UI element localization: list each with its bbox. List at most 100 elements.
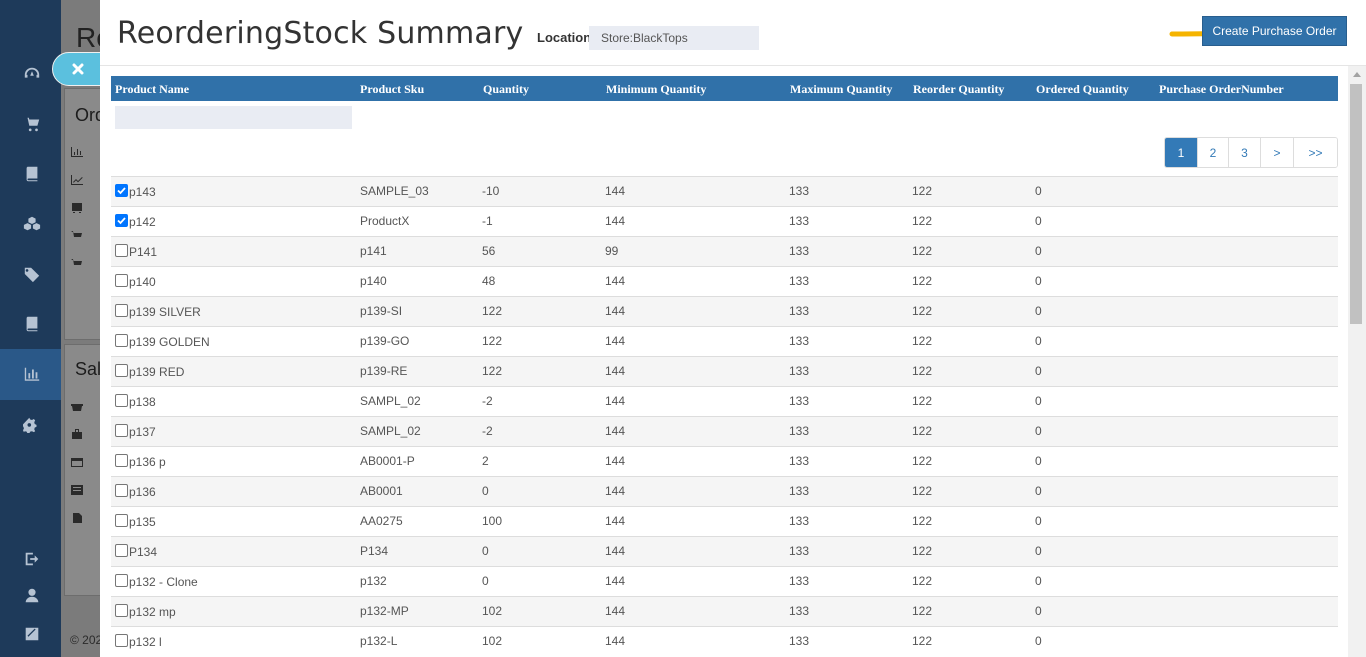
ordered-quantity-cell: 0 — [1035, 634, 1042, 648]
tags-icon[interactable] — [22, 264, 42, 284]
background-card — [64, 344, 104, 596]
product-name-cell: p137 — [115, 424, 156, 439]
row-checkbox[interactable] — [115, 394, 128, 407]
product-name-text: p132 l — [129, 635, 162, 649]
row-checkbox[interactable] — [115, 454, 128, 467]
book-icon[interactable] — [22, 164, 42, 184]
row-checkbox[interactable] — [115, 514, 128, 527]
product-name-text: p136 — [129, 485, 156, 499]
quantity-cell: 0 — [482, 574, 489, 588]
quantity-cell: 0 — [482, 544, 489, 558]
reorder-quantity-cell: 122 — [912, 634, 933, 648]
min-quantity-cell: 144 — [605, 184, 626, 198]
ordered-quantity-cell: 0 — [1035, 394, 1042, 408]
ordered-quantity-cell: 0 — [1035, 514, 1042, 528]
column-header-po-number[interactable]: Purchase OrderNumber — [1159, 82, 1284, 96]
leaf-icon[interactable] — [22, 624, 42, 644]
max-quantity-cell: 133 — [789, 454, 810, 468]
table-row: p136 p AB0001-P 2 144 133 122 0 — [111, 446, 1338, 476]
row-checkbox[interactable] — [115, 574, 128, 587]
max-quantity-cell: 133 — [789, 514, 810, 528]
reorder-quantity-cell: 122 — [912, 304, 933, 318]
product-name-filter-input[interactable] — [115, 106, 352, 129]
checkmark-icon — [117, 217, 126, 225]
row-checkbox[interactable] — [115, 364, 128, 377]
user-icon[interactable] — [22, 585, 42, 605]
bar-chart-icon[interactable] — [22, 364, 42, 384]
table-row: p136 AB0001 0 144 133 122 0 — [111, 476, 1338, 506]
product-name-cell: p138 — [115, 394, 156, 409]
product-sku-cell: p140 — [360, 274, 387, 288]
scrollbar-thumb[interactable] — [1350, 84, 1362, 324]
product-name-cell: p139 RED — [115, 364, 184, 379]
product-name-text: p137 — [129, 425, 156, 439]
max-quantity-cell: 133 — [789, 604, 810, 618]
row-checkbox[interactable] — [115, 424, 128, 437]
column-header-product-name[interactable]: Product Name — [115, 82, 190, 96]
logout-icon[interactable] — [22, 549, 42, 569]
row-checkbox[interactable] — [115, 604, 128, 617]
max-quantity-cell: 133 — [789, 364, 810, 378]
ordered-quantity-cell: 0 — [1035, 304, 1042, 318]
vertical-scrollbar[interactable] — [1348, 66, 1366, 657]
location-field[interactable] — [589, 26, 759, 50]
table-row: P141 p141 56 99 133 122 0 — [111, 236, 1338, 266]
product-sku-cell: p132-MP — [360, 604, 409, 618]
min-quantity-cell: 99 — [605, 244, 619, 258]
dashboard-icon[interactable] — [22, 64, 42, 84]
page-3-button[interactable]: 3 — [1228, 138, 1260, 167]
cart-icon[interactable] — [22, 114, 42, 134]
reorder-quantity-cell: 122 — [912, 424, 933, 438]
row-checkbox[interactable] — [115, 274, 128, 287]
product-name-text: p132 mp — [129, 605, 176, 619]
min-quantity-cell: 144 — [605, 514, 626, 528]
background-footer: © 202 — [70, 633, 103, 647]
column-header-reorder-quantity[interactable]: Reorder Quantity — [913, 82, 1005, 96]
max-quantity-cell: 133 — [789, 334, 810, 348]
table-row: p142 ProductX -1 144 133 122 0 — [111, 206, 1338, 236]
sidebar-active-item[interactable] — [0, 349, 61, 400]
page-1-button[interactable]: 1 — [1165, 138, 1197, 167]
app-sidebar — [0, 0, 61, 657]
row-checkbox[interactable] — [115, 334, 128, 347]
product-name-cell: p132 - Clone — [115, 574, 198, 589]
cubes-icon[interactable] — [22, 214, 42, 234]
reorder-quantity-cell: 122 — [912, 364, 933, 378]
last-page-button[interactable]: >> — [1293, 138, 1337, 167]
reorder-quantity-cell: 122 — [912, 484, 933, 498]
product-sku-cell: SAMPL_02 — [360, 394, 421, 408]
row-checkbox[interactable] — [115, 634, 128, 647]
column-header-quantity[interactable]: Quantity — [483, 82, 530, 96]
page-title: ReorderingStock Summary — [117, 16, 524, 51]
row-checkbox[interactable] — [115, 214, 128, 227]
column-header-min-quantity[interactable]: Minimum Quantity — [606, 82, 707, 96]
row-checkbox[interactable] — [115, 484, 128, 497]
table-row: p132 l p132-L 102 144 133 122 0 — [111, 626, 1338, 656]
max-quantity-cell: 133 — [789, 544, 810, 558]
ordered-quantity-cell: 0 — [1035, 214, 1042, 228]
table-row: P134 P134 0 144 133 122 0 — [111, 536, 1338, 566]
row-checkbox[interactable] — [115, 184, 128, 197]
create-purchase-order-button[interactable]: Create Purchase Order — [1202, 16, 1347, 46]
column-header-product-sku[interactable]: Product Sku — [360, 82, 425, 96]
quantity-cell: -2 — [482, 394, 493, 408]
next-page-button[interactable]: > — [1260, 138, 1293, 167]
column-header-max-quantity[interactable]: Maximum Quantity — [790, 82, 893, 96]
row-checkbox[interactable] — [115, 544, 128, 557]
close-modal-button[interactable] — [52, 52, 104, 86]
min-quantity-cell: 144 — [605, 454, 626, 468]
row-checkbox[interactable] — [115, 244, 128, 257]
row-checkbox[interactable] — [115, 304, 128, 317]
product-sku-cell: AB0001-P — [360, 454, 415, 468]
column-header-ordered-quantity[interactable]: Ordered Quantity — [1036, 82, 1129, 96]
scroll-up-icon[interactable] — [1353, 72, 1361, 77]
settings-icon[interactable] — [22, 414, 42, 434]
product-name-cell: p132 l — [115, 634, 162, 649]
line-chart-icon — [71, 172, 83, 185]
quantity-cell: 48 — [482, 274, 496, 288]
table-row: p132 mp p132-MP 102 144 133 122 0 — [111, 596, 1338, 626]
page-2-button[interactable]: 2 — [1197, 138, 1228, 167]
product-name-text: p142 — [129, 215, 156, 229]
ledger-icon[interactable] — [22, 314, 42, 334]
cart-small-icon — [71, 256, 83, 266]
